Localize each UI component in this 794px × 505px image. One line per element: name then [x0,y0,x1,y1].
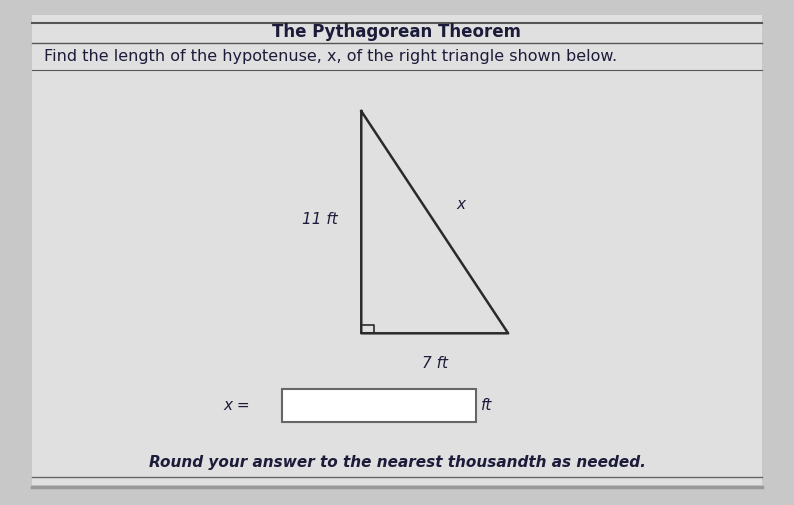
Text: Round your answer to the nearest thousandth as needed.: Round your answer to the nearest thousan… [148,454,646,470]
Text: ft: ft [481,397,492,413]
Text: x =: x = [223,397,250,413]
Bar [282,389,476,422]
Text: The Pythagorean Theorem: The Pythagorean Theorem [272,23,522,41]
Text: Find the length of the hypotenuse, x, of the right triangle shown below.: Find the length of the hypotenuse, x, of… [44,49,617,64]
Text: x: x [457,197,465,212]
Text: 7 ft: 7 ft [422,356,448,371]
Text: 11 ft: 11 ft [302,212,337,227]
